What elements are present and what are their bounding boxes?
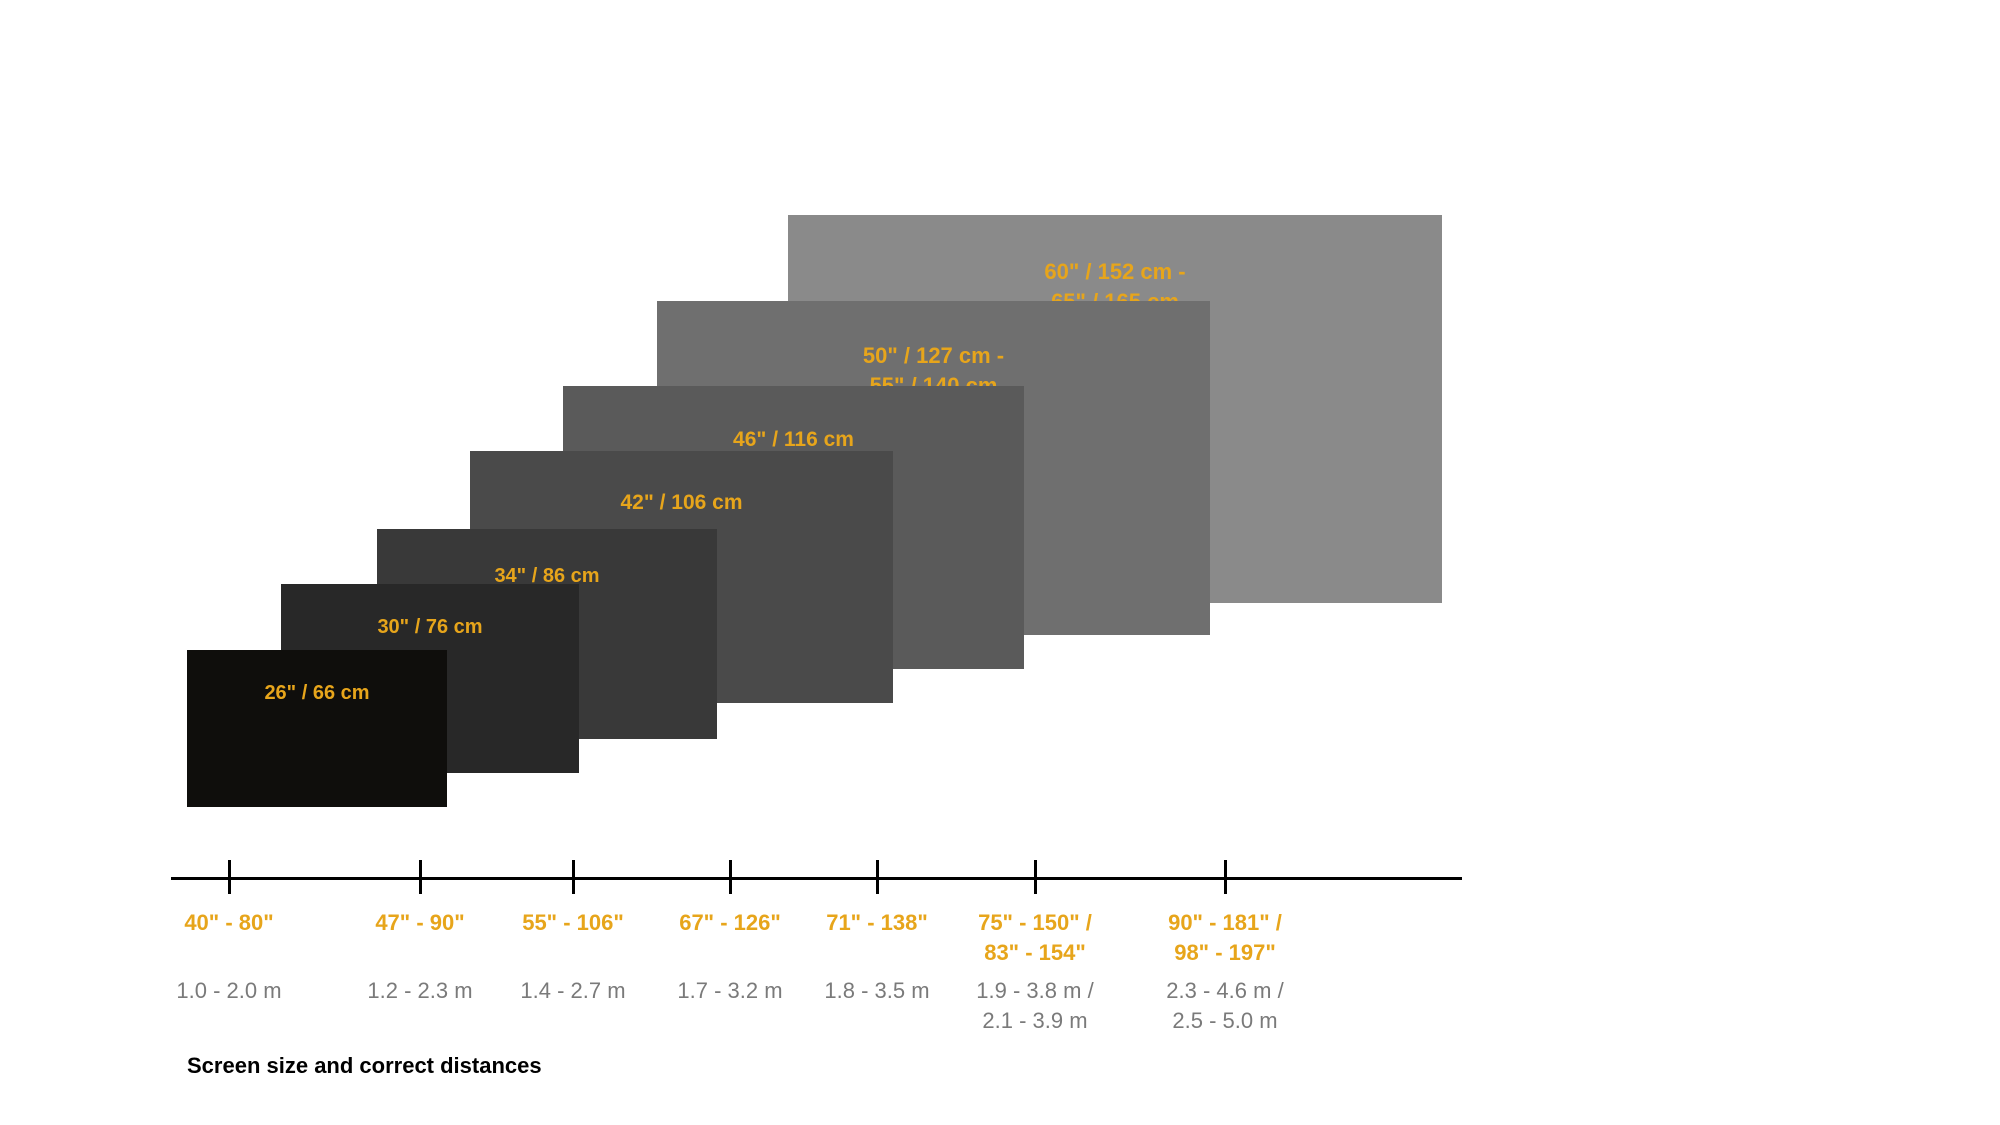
screen-panel-label: 30" / 76 cm <box>281 614 579 641</box>
screen-panel-p26: 26" / 66 cm <box>187 650 447 807</box>
screen-panel-label: 42" / 106 cm <box>470 489 893 517</box>
axis-tick <box>1224 860 1227 894</box>
axis-tick <box>228 860 231 894</box>
tick-label-inches: 75" - 150" /83" - 154" <box>935 908 1135 967</box>
axis-line <box>171 877 1462 880</box>
tick-label-inches: 40" - 80" <box>129 908 329 938</box>
diagram-canvas: 60" / 152 cm -65" / 165 cm50" / 127 cm -… <box>0 0 2000 1125</box>
caption: Screen size and correct distances <box>187 1053 542 1079</box>
tick-label-meters: 2.3 - 4.6 m /2.5 - 5.0 m <box>1125 976 1325 1035</box>
axis-tick <box>876 860 879 894</box>
axis-tick <box>1034 860 1037 894</box>
axis-tick <box>729 860 732 894</box>
tick-label-meters: 1.9 - 3.8 m /2.1 - 3.9 m <box>935 976 1135 1035</box>
axis-tick <box>572 860 575 894</box>
tick-label-inches: 90" - 181" /98" - 197" <box>1125 908 1325 967</box>
screen-panel-label: 26" / 66 cm <box>187 680 447 707</box>
tick-label-meters: 1.0 - 2.0 m <box>129 976 329 1006</box>
axis-tick <box>419 860 422 894</box>
